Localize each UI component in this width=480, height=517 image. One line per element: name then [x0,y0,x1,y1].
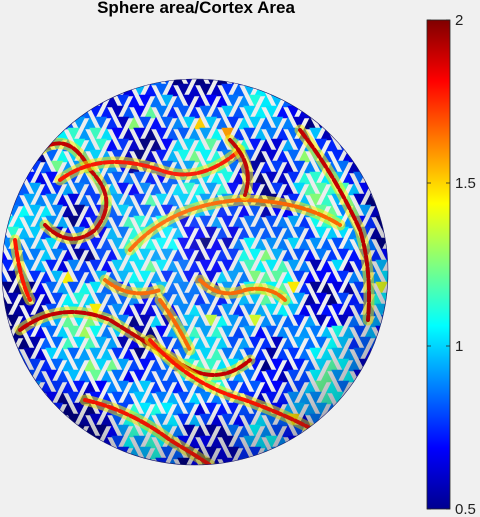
surface-tile [23,149,36,163]
surface-tile [309,435,322,449]
surface-tile [122,457,135,465]
surface-tile [89,83,102,97]
surface-tile [61,424,75,438]
surface-tile [6,182,20,196]
surface-tile [292,94,306,108]
surface-tile [133,457,146,465]
surface-tile [72,94,86,108]
surface-tile [331,413,344,427]
surface-tile [336,402,350,416]
surface-tile [281,446,295,460]
surface-tile [298,435,311,449]
surface-tile [364,369,377,383]
surface-tile [28,138,42,152]
surface-tile [116,79,130,86]
surface-tile [6,358,20,372]
colorbar-tick-label: 0.5 [455,501,476,517]
surface-tile [276,83,289,97]
surface-tile [17,160,31,174]
surface-tile [320,105,333,119]
surface-tile [23,391,36,405]
surface-tile [127,79,141,86]
surface-tile [45,413,58,427]
surface-tile [375,347,388,361]
surface-tile [100,83,113,97]
surface-tile [67,105,80,119]
colorbar [426,19,451,510]
surface-tile [314,424,328,438]
colorbar-ticks: 2 1.5 1 0.5 [427,12,476,517]
surface-tile [243,457,256,465]
surface-tile [353,149,366,163]
surface-tile [17,380,31,394]
surface-tile [347,138,361,152]
sphere-outline [1,78,389,466]
surface-tile [83,94,97,108]
chart-title: Sphere area/Cortex Area [97,0,295,17]
surface-tile [342,127,355,141]
surface-tile [325,116,339,130]
surface-tile [2,347,14,361]
surface-tile [111,457,124,465]
surface-tile [287,83,300,97]
surface-tile [303,94,317,108]
surface-tile [12,369,25,383]
surface-tile [369,358,383,372]
surface-tile [94,446,108,460]
surface-tile [265,457,278,465]
surface-tile [380,336,388,350]
surface-tile [358,380,372,394]
colorbar-tick-label: 1 [455,338,463,355]
surface-tile [254,457,267,465]
surface-tile [309,105,322,119]
surface-tile [353,391,366,405]
surface-tile [39,402,53,416]
surface-tile [2,204,9,218]
surface-tile [375,193,388,207]
colorbar-tick-label: 1.5 [455,175,476,192]
surface-tile [248,79,262,86]
surface-tile [2,193,14,207]
surface-tile [237,79,251,86]
surface-tile [259,79,273,86]
surface-tile [12,171,25,185]
surface-tile [56,105,69,119]
surface-tile [50,116,64,130]
surface-tile [78,435,91,449]
surface-tile [34,127,47,141]
surface-tile [358,160,372,174]
sphere-surface [2,79,388,465]
colorbar-tick-label: 2 [455,12,463,29]
surface-tile [2,336,9,350]
surface-tile [380,204,388,218]
surface-tile [138,79,152,86]
